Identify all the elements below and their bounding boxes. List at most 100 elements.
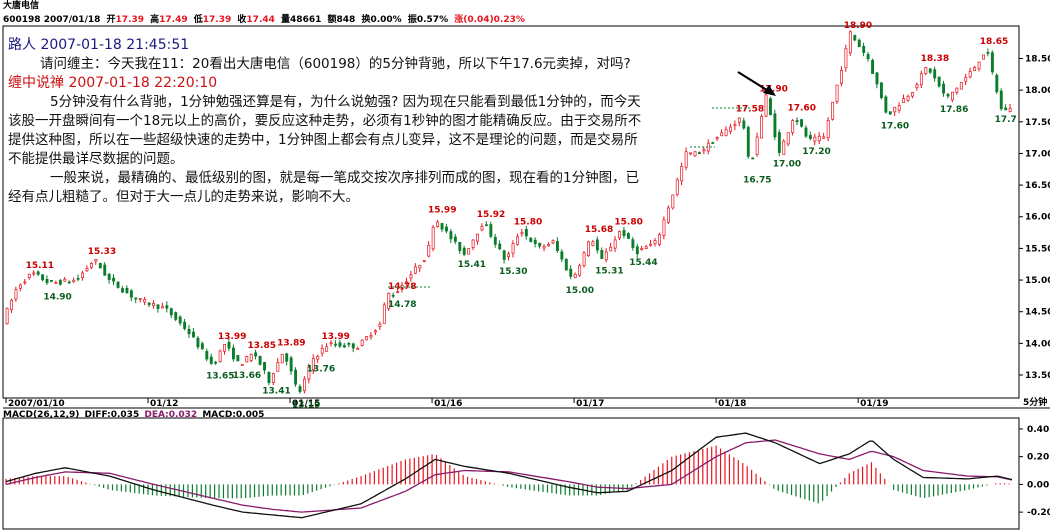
candle-body bbox=[587, 241, 590, 256]
candle-body bbox=[484, 224, 488, 227]
candle-body bbox=[311, 358, 315, 371]
candle-body bbox=[555, 241, 559, 251]
candle-body bbox=[844, 48, 848, 69]
candle-body bbox=[600, 250, 604, 259]
candle-body bbox=[524, 229, 528, 237]
candle-body bbox=[360, 339, 364, 346]
high-price-label: 14.78 bbox=[388, 282, 416, 292]
candle-body bbox=[236, 355, 240, 362]
low-price-label: 15.31 bbox=[595, 266, 623, 276]
price-tick-label: 17.00 bbox=[1025, 149, 1050, 159]
candle-body bbox=[702, 149, 706, 152]
low-price-label: 17.60 bbox=[881, 121, 909, 131]
candle-body bbox=[595, 239, 599, 251]
period-label: 5分钟 bbox=[1023, 396, 1047, 408]
time-tick-label: 01/17 bbox=[576, 399, 604, 409]
candle-body bbox=[684, 151, 688, 168]
candle-body bbox=[449, 231, 453, 240]
candle-body bbox=[307, 367, 311, 380]
annotation-text: 路人 2007-01-18 21:45:51 请问缠主：今天我在11：20看出大… bbox=[8, 36, 648, 207]
candle-body bbox=[689, 152, 693, 155]
candle-body bbox=[897, 105, 901, 111]
candle-body bbox=[36, 271, 40, 275]
candle-body bbox=[973, 67, 977, 72]
candle-body bbox=[258, 355, 262, 365]
candle-body bbox=[888, 111, 892, 115]
macd-tick-label: 0.00 bbox=[1027, 480, 1049, 490]
candle-body bbox=[227, 342, 231, 349]
diff-line bbox=[5, 432, 1013, 519]
candle-body bbox=[529, 237, 533, 243]
candle-body bbox=[538, 243, 542, 247]
candle-body bbox=[640, 248, 644, 251]
high-price-label: 15.80 bbox=[514, 217, 542, 227]
candle-body bbox=[924, 67, 928, 74]
candle-body bbox=[644, 246, 648, 249]
candle-body bbox=[835, 84, 839, 102]
low-price-label: 17.86 bbox=[940, 105, 968, 115]
low-price-label: 15.41 bbox=[458, 260, 486, 270]
candle-body bbox=[875, 72, 879, 85]
candle-body bbox=[751, 157, 755, 160]
high-price-label: 15.80 bbox=[614, 217, 642, 227]
price-tick-label: 16.50 bbox=[1025, 181, 1050, 191]
candle-body bbox=[649, 243, 653, 246]
candle-body bbox=[325, 346, 329, 352]
high-price-label: 15.68 bbox=[585, 225, 613, 235]
candle-body bbox=[72, 279, 76, 283]
candle-body bbox=[813, 136, 817, 142]
candle-body bbox=[138, 297, 142, 300]
candle-body bbox=[458, 241, 462, 251]
candle-body bbox=[134, 297, 138, 300]
candle-body bbox=[27, 273, 31, 278]
candle-body bbox=[698, 152, 701, 154]
candle-body bbox=[276, 362, 280, 372]
high-price-label: 13.99 bbox=[218, 332, 246, 342]
candle-body bbox=[334, 343, 337, 346]
candle-body bbox=[675, 179, 679, 195]
candle-body bbox=[520, 232, 524, 235]
candle-body bbox=[902, 98, 906, 103]
candle-body bbox=[915, 84, 919, 89]
candle-body bbox=[982, 54, 985, 60]
candle-body bbox=[653, 240, 657, 245]
candle-body bbox=[1004, 107, 1008, 111]
macd-axis: 0.40 0.20 0.00 -0.20 bbox=[1019, 425, 1050, 518]
candle-body bbox=[67, 281, 71, 284]
candle-body bbox=[928, 68, 932, 73]
candle-body bbox=[50, 280, 53, 282]
candle-body bbox=[427, 245, 431, 257]
candle-body bbox=[436, 221, 440, 228]
time-tick-label: 01/15 bbox=[292, 399, 320, 409]
candle-body bbox=[729, 126, 732, 132]
low-price-label: 17.20 bbox=[802, 147, 830, 157]
candle-body bbox=[214, 361, 218, 364]
high-price-label: 15.99 bbox=[428, 205, 456, 215]
candle-body bbox=[631, 239, 635, 248]
candle-body bbox=[329, 342, 333, 345]
candle-body bbox=[502, 250, 506, 260]
candle-body bbox=[591, 241, 595, 246]
candle-body bbox=[551, 240, 555, 244]
price-axis: 13.50 14.00 14.50 15.00 15.50 16.00 16.50 17.00… bbox=[1019, 54, 1050, 381]
candle-body bbox=[733, 124, 737, 127]
candle-body bbox=[81, 272, 84, 278]
candle-body bbox=[54, 282, 58, 284]
time-tick-label: 01/12 bbox=[150, 399, 178, 409]
candle-body bbox=[316, 355, 320, 360]
candle-body bbox=[143, 299, 147, 303]
high-price-label: 13.85 bbox=[248, 341, 276, 351]
candle-body bbox=[382, 304, 386, 324]
candle-body bbox=[955, 87, 959, 93]
candle-body bbox=[831, 101, 835, 120]
candle-body bbox=[627, 233, 630, 239]
candle-body bbox=[737, 117, 741, 123]
candle-body bbox=[160, 306, 164, 309]
candle-body bbox=[493, 236, 497, 245]
time-tick-label: 01/18 bbox=[718, 399, 746, 409]
candle-body bbox=[826, 120, 830, 139]
candle-body bbox=[471, 239, 475, 248]
candle-body bbox=[116, 281, 120, 288]
macd-tick-label: -0.20 bbox=[1027, 508, 1050, 518]
